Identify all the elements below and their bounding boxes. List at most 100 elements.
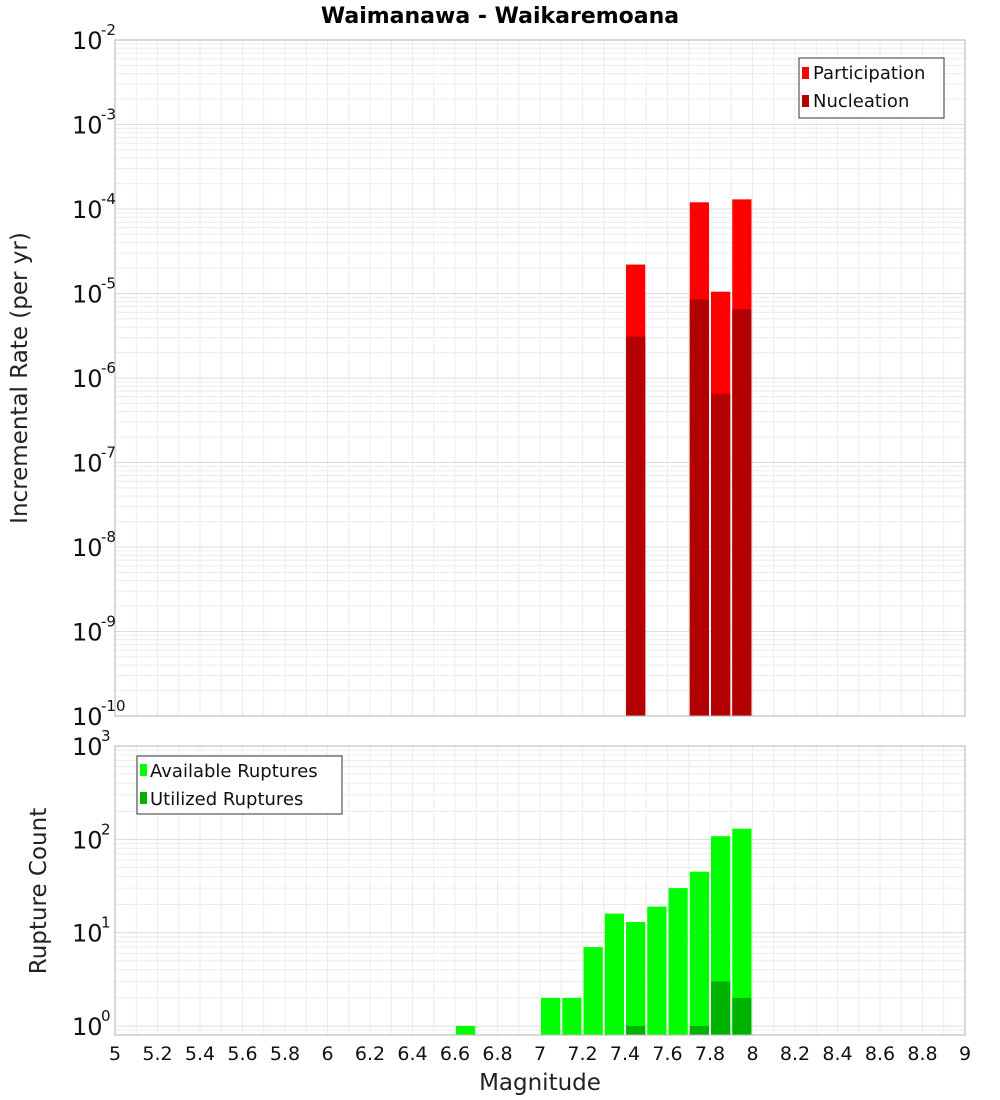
bar-available-ruptures xyxy=(732,828,752,1035)
bar-available-ruptures xyxy=(604,913,624,1035)
y-tick-base: 10 xyxy=(72,281,103,309)
y-tick-label: 101 xyxy=(72,914,111,948)
x-tick-label: 8.6 xyxy=(865,1043,895,1065)
x-tick-label: 5.2 xyxy=(142,1043,172,1065)
y-tick-base: 10 xyxy=(72,196,103,224)
x-tick-label: 8 xyxy=(746,1043,758,1065)
bar-nucleation xyxy=(626,336,646,716)
legend-available-swatch xyxy=(140,764,147,776)
top-plot-frame xyxy=(114,39,966,717)
y-tick-exponent: -7 xyxy=(101,444,116,462)
y-tick-base: 10 xyxy=(72,619,103,647)
y-tick-label: 100 xyxy=(72,1007,111,1041)
x-tick-label: 8.8 xyxy=(907,1043,937,1065)
x-tick-label: 7 xyxy=(534,1043,546,1065)
bar-available-ruptures xyxy=(583,947,603,1035)
bar-utilized-ruptures xyxy=(711,981,731,1035)
bottom-legend-box xyxy=(136,755,343,815)
x-tick-label: 6.2 xyxy=(355,1043,385,1065)
bottom-plot-frame xyxy=(114,745,966,1036)
y-tick-exponent: -4 xyxy=(101,190,116,208)
y-tick-base: 10 xyxy=(72,826,103,854)
top-bars xyxy=(626,199,752,717)
bottom-bars xyxy=(456,828,752,1035)
y-tick-label: 10-6 xyxy=(72,359,116,393)
x-tick-label: 5.6 xyxy=(227,1043,257,1065)
y-tick-label: 10-2 xyxy=(72,21,116,55)
bottom-y-axis-label: Rupture Count xyxy=(26,808,52,974)
x-axis-label: Magnitude xyxy=(479,1070,601,1096)
top-y-axis-label: Incremental Rate (per yr) xyxy=(7,232,33,524)
y-tick-exponent: -2 xyxy=(101,21,116,39)
y-tick-exponent: 0 xyxy=(101,1007,111,1025)
bar-available-ruptures xyxy=(541,997,561,1035)
legend-available-label: Available Ruptures xyxy=(150,761,318,782)
bar-available-ruptures xyxy=(456,1025,476,1035)
y-tick-exponent: -10 xyxy=(101,697,126,715)
top-legend-box xyxy=(798,57,945,119)
top-grid xyxy=(114,40,966,717)
y-tick-base: 10 xyxy=(72,27,103,55)
y-tick-exponent: 1 xyxy=(101,914,111,932)
x-tick-label: 5 xyxy=(109,1043,121,1065)
y-tick-label: 10-3 xyxy=(72,106,116,140)
bar-available-ruptures xyxy=(626,922,646,1035)
y-tick-exponent: -9 xyxy=(101,613,116,631)
y-tick-label: 10-8 xyxy=(72,528,116,562)
bar-nucleation xyxy=(732,309,752,716)
y-tick-label: 10-5 xyxy=(72,275,116,309)
legend-utilized-swatch xyxy=(140,792,147,804)
y-tick-base: 10 xyxy=(72,733,103,761)
legend-nucleation-label: Nucleation xyxy=(813,91,909,112)
x-tick-label: 7.4 xyxy=(610,1043,640,1065)
x-tick-label: 9 xyxy=(959,1043,971,1065)
bar-available-ruptures xyxy=(562,997,582,1035)
top-legend: Participation Nucleation xyxy=(798,57,945,119)
y-tick-exponent: 3 xyxy=(101,727,111,745)
top-panel: 10-210-310-410-510-610-710-810-910-10 In… xyxy=(7,21,966,731)
bar-available-ruptures xyxy=(647,906,667,1035)
legend-participation-swatch xyxy=(802,67,809,79)
y-tick-exponent: -8 xyxy=(101,528,116,546)
y-tick-base: 10 xyxy=(72,1013,103,1041)
bottom-legend: Available Ruptures Utilized Ruptures xyxy=(136,755,343,815)
x-tick-label: 7.8 xyxy=(695,1043,725,1065)
x-tick-label: 6.4 xyxy=(397,1043,427,1065)
bar-nucleation xyxy=(689,299,709,716)
y-tick-base: 10 xyxy=(72,365,103,393)
x-tick-label: 6.8 xyxy=(482,1043,512,1065)
legend-utilized-label: Utilized Ruptures xyxy=(150,789,303,810)
bar-utilized-ruptures xyxy=(626,1025,646,1035)
y-tick-base: 10 xyxy=(72,703,103,731)
x-tick-label: 5.8 xyxy=(270,1043,300,1065)
y-tick-label: 10-7 xyxy=(72,444,116,478)
y-tick-base: 10 xyxy=(72,920,103,948)
bar-available-ruptures xyxy=(689,871,709,1035)
bar-utilized-ruptures xyxy=(732,997,752,1035)
x-tick-label: 7.2 xyxy=(567,1043,597,1065)
chart-title: Waimanawa - Waikaremoana xyxy=(321,4,679,29)
bar-utilized-ruptures xyxy=(689,1025,709,1035)
y-tick-label: 103 xyxy=(72,727,111,761)
y-tick-exponent: -5 xyxy=(101,275,116,293)
top-y-ticks: 10-210-310-410-510-610-710-810-910-10 xyxy=(72,21,126,731)
y-tick-exponent: -3 xyxy=(101,106,116,124)
y-tick-base: 10 xyxy=(72,534,103,562)
legend-participation-label: Participation xyxy=(813,63,925,84)
x-tick-label: 5.4 xyxy=(185,1043,215,1065)
y-tick-label: 102 xyxy=(72,820,111,854)
x-tick-label: 6.6 xyxy=(440,1043,470,1065)
bar-nucleation xyxy=(711,393,731,716)
y-tick-exponent: -6 xyxy=(101,359,116,377)
y-tick-label: 10-9 xyxy=(72,613,116,647)
x-tick-label: 8.2 xyxy=(780,1043,810,1065)
y-tick-exponent: 2 xyxy=(101,820,111,838)
x-tick-label: 8.4 xyxy=(822,1043,852,1065)
bar-available-ruptures xyxy=(668,888,688,1035)
legend-nucleation-swatch xyxy=(802,95,809,107)
y-tick-base: 10 xyxy=(72,450,103,478)
y-tick-label: 10-4 xyxy=(72,190,116,224)
